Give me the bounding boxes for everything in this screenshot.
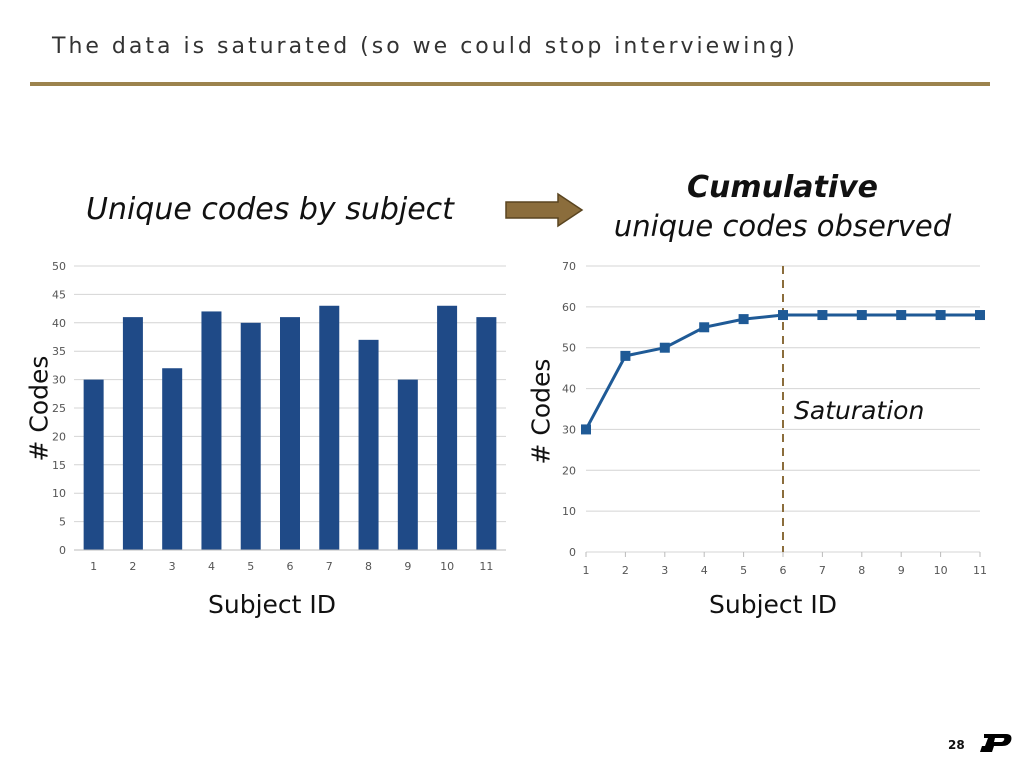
y-tick-label: 0	[569, 546, 576, 559]
data-point	[935, 310, 946, 321]
x-tick-label: 7	[326, 560, 333, 573]
y-tick-label: 0	[59, 544, 66, 557]
bar	[240, 322, 261, 550]
y-tick-label: 10	[562, 505, 576, 518]
data-point	[856, 310, 867, 321]
slide-title: The data is saturated (so we could stop …	[52, 34, 798, 59]
data-point	[975, 310, 985, 321]
right-x-axis-title: Subject ID	[709, 590, 838, 619]
y-tick-label: 20	[52, 430, 66, 443]
left-chart-heading: Unique codes by subject	[86, 192, 454, 227]
x-tick-label: 2	[129, 560, 136, 573]
data-point	[896, 310, 907, 321]
y-tick-label: 5	[59, 516, 66, 529]
data-point	[738, 314, 749, 325]
y-tick-label: 70	[562, 260, 576, 273]
x-tick-label: 9	[898, 564, 905, 577]
right-arrow-icon	[505, 192, 584, 228]
data-point	[581, 424, 591, 435]
right-y-axis-title: # Codes	[526, 358, 556, 465]
x-tick-label: 4	[701, 564, 708, 577]
bar	[476, 317, 497, 550]
x-tick-label: 7	[819, 564, 826, 577]
x-tick-label: 5	[740, 564, 747, 577]
x-tick-label: 8	[365, 560, 372, 573]
bar	[437, 305, 458, 550]
bar	[122, 317, 143, 550]
x-tick-label: 11	[479, 560, 493, 573]
y-tick-label: 50	[562, 342, 576, 355]
x-tick-label: 1	[90, 560, 97, 573]
x-tick-label: 6	[287, 560, 294, 573]
x-tick-label: 10	[440, 560, 454, 573]
purdue-p-logo-icon	[980, 734, 1012, 752]
y-tick-label: 30	[562, 423, 576, 436]
y-tick-label: 45	[52, 288, 66, 301]
x-tick-label: 5	[247, 560, 254, 573]
y-tick-label: 25	[52, 402, 66, 415]
saturation-label: Saturation	[794, 396, 925, 425]
x-tick-label: 9	[404, 560, 411, 573]
data-point	[778, 310, 788, 321]
y-tick-label: 20	[562, 464, 576, 477]
y-tick-label: 40	[52, 317, 66, 330]
left-y-axis-title: # Codes	[24, 355, 54, 462]
data-point	[699, 322, 710, 333]
left-x-axis-title: Subject ID	[208, 590, 337, 619]
y-tick-label: 35	[52, 345, 66, 358]
x-tick-label: 4	[208, 560, 215, 573]
right-heading-sub: unique codes observed	[613, 209, 952, 243]
right-heading-bold: Cumulative	[686, 170, 879, 205]
y-tick-label: 10	[52, 487, 66, 500]
title-rule	[30, 82, 990, 86]
page-number: 28	[948, 738, 965, 752]
x-tick-label: 8	[858, 564, 865, 577]
y-tick-label: 15	[52, 459, 66, 472]
data-point	[659, 342, 670, 353]
x-tick-label: 11	[973, 564, 987, 577]
y-tick-label: 30	[52, 374, 66, 387]
data-point	[817, 310, 828, 321]
bar	[280, 317, 300, 550]
x-tick-label: 3	[169, 560, 176, 573]
bar	[83, 379, 104, 550]
right-chart-heading: Cumulative unique codes observed	[590, 170, 975, 243]
y-tick-label: 50	[52, 260, 66, 273]
bar	[201, 311, 222, 550]
x-tick-label: 2	[622, 564, 629, 577]
bar	[319, 305, 340, 550]
y-tick-label: 60	[562, 301, 576, 314]
x-tick-label: 3	[661, 564, 668, 577]
bar	[162, 368, 183, 550]
bar	[358, 339, 379, 550]
bar	[397, 379, 418, 550]
y-tick-label: 40	[562, 383, 576, 396]
x-tick-label: 10	[934, 564, 948, 577]
x-tick-label: 6	[780, 564, 787, 577]
data-point	[620, 350, 631, 361]
x-tick-label: 1	[583, 564, 590, 577]
